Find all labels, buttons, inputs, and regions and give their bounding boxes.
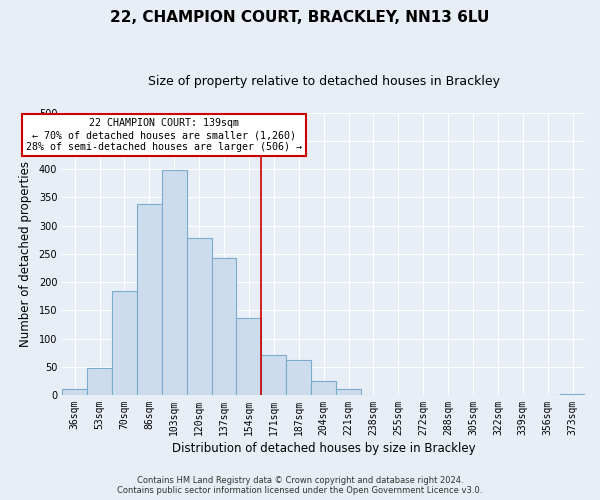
Text: 22, CHAMPION COURT, BRACKLEY, NN13 6LU: 22, CHAMPION COURT, BRACKLEY, NN13 6LU <box>110 10 490 25</box>
Bar <box>236 318 262 395</box>
Bar <box>311 381 336 395</box>
Bar <box>187 238 212 395</box>
Bar <box>262 356 286 395</box>
Bar <box>112 290 137 395</box>
Bar <box>560 394 585 395</box>
Text: 22 CHAMPION COURT: 139sqm
← 70% of detached houses are smaller (1,260)
28% of se: 22 CHAMPION COURT: 139sqm ← 70% of detac… <box>26 118 302 152</box>
Bar <box>87 368 112 395</box>
Bar <box>286 360 311 395</box>
Bar <box>162 170 187 395</box>
Y-axis label: Number of detached properties: Number of detached properties <box>19 161 32 347</box>
Bar <box>137 204 162 395</box>
X-axis label: Distribution of detached houses by size in Brackley: Distribution of detached houses by size … <box>172 442 475 455</box>
Title: Size of property relative to detached houses in Brackley: Size of property relative to detached ho… <box>148 75 500 88</box>
Bar <box>62 390 87 395</box>
Text: Contains HM Land Registry data © Crown copyright and database right 2024.
Contai: Contains HM Land Registry data © Crown c… <box>118 476 482 495</box>
Bar <box>212 258 236 395</box>
Bar <box>336 390 361 395</box>
